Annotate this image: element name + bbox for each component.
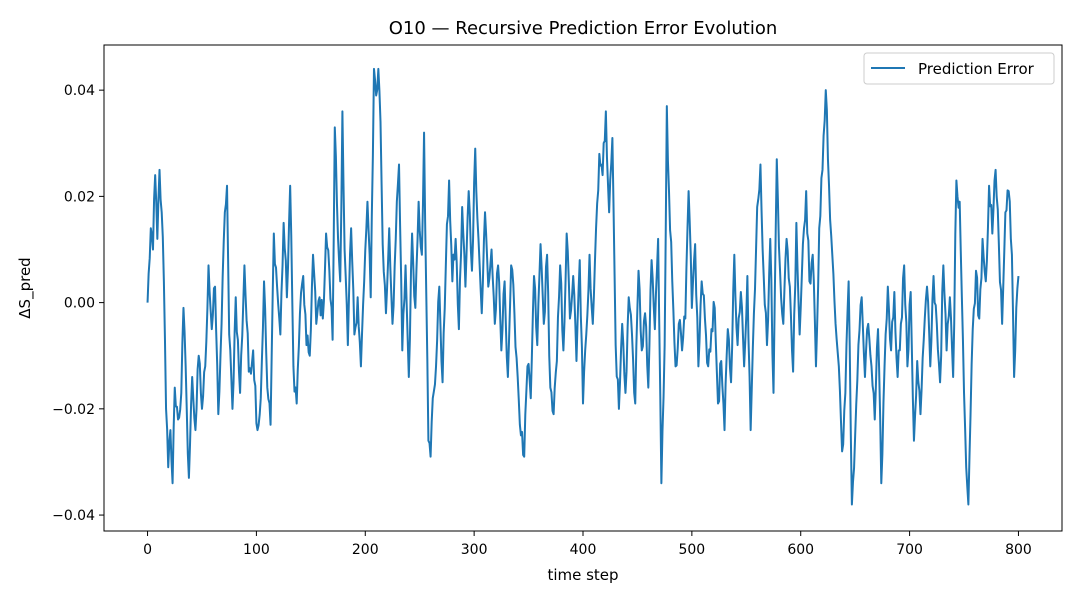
x-tick-label: 0 <box>143 542 152 558</box>
series-layer <box>146 67 1020 506</box>
y-tick-label: 0.04 <box>64 83 95 99</box>
y-axis-label: ΔS_pred <box>16 257 35 318</box>
legend-box <box>863 52 1055 85</box>
x-tick-label: 300 <box>461 542 488 558</box>
x-axis-label: time step <box>547 566 618 584</box>
y-axis: −0.04 −0.02 0.00 0.02 0.04 <box>52 83 104 524</box>
series-line-0 <box>146 67 1020 506</box>
plot-area <box>103 44 1063 532</box>
y-tick-label: 0.00 <box>64 296 95 312</box>
plot-frame <box>103 44 1063 532</box>
x-axis: 0 100 200 300 400 500 600 700 800 <box>143 531 1032 558</box>
x-tick-label: 600 <box>787 542 814 558</box>
y-tick-label: −0.04 <box>52 508 95 524</box>
y-tick-label: 0.02 <box>64 189 95 205</box>
legend-label: Prediction Error <box>918 60 1035 78</box>
chart-title: O10 — Recursive Prediction Error Evoluti… <box>389 18 778 39</box>
legend: Prediction Error <box>863 52 1055 85</box>
x-tick-label: 700 <box>896 542 923 558</box>
y-tick-label: −0.02 <box>52 402 95 418</box>
x-tick-label: 800 <box>1005 542 1032 558</box>
x-tick-label: 400 <box>570 542 597 558</box>
x-tick-label: 200 <box>352 542 379 558</box>
x-tick-label: 100 <box>243 542 270 558</box>
x-tick-label: 500 <box>678 542 705 558</box>
